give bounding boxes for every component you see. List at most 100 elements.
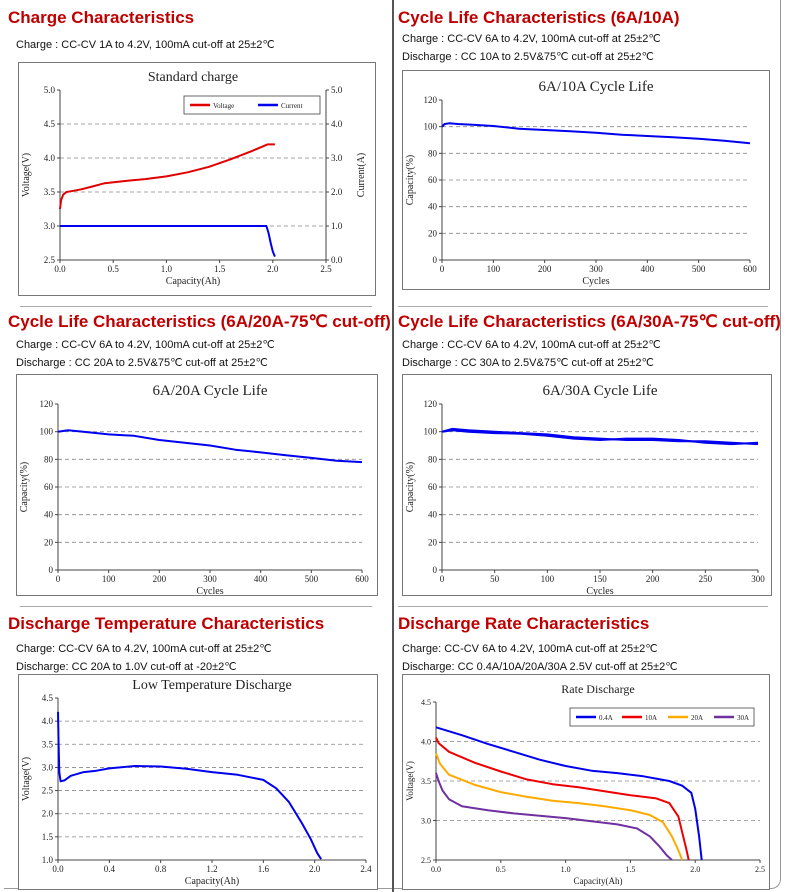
y-tick-label: 3.0 — [421, 817, 431, 826]
y-tick-label: 3.5 — [42, 739, 54, 749]
y-tick-label: 20 — [44, 537, 54, 547]
x-tick-label: 1.0 — [561, 865, 571, 874]
section-condition-line: Charge : CC-CV 6A to 4.2V, 100mA cut-off… — [16, 339, 275, 351]
y-axis-label: Capacity(%) — [19, 462, 30, 513]
section-condition-line: Discharge: CC 0.4A/10A/20A/30A 2.5V cut-… — [402, 661, 678, 673]
y-tick-label: 100 — [424, 427, 438, 437]
x-tick-label: 200 — [153, 574, 167, 584]
y-tick-label: 60 — [44, 482, 54, 492]
section-title-rate: Discharge Rate Characteristics — [398, 614, 650, 633]
x-tick-label: 0.5 — [108, 264, 120, 274]
y-tick-label: 5.0 — [44, 85, 56, 95]
x-tick-label: 1.5 — [625, 865, 635, 874]
y-tick-label: 2.0 — [42, 809, 54, 819]
x-tick-label: 1.5 — [214, 264, 226, 274]
chart-title: 6A/10A Cycle Life — [539, 79, 654, 95]
x-axis-label: Capacity(Ah) — [574, 876, 623, 886]
x-tick-label: 250 — [699, 574, 713, 584]
x-tick-label: 0.5 — [496, 865, 506, 874]
x-tick-label: 0 — [440, 574, 445, 584]
y-tick-label: 2.5 — [421, 856, 431, 865]
y-tick-label: 40 — [44, 510, 54, 520]
y-tick-label: 3.0 — [42, 762, 54, 772]
y-tick-label: 120 — [40, 399, 54, 409]
section-condition-line: Charge : CC-CV 6A to 4.2V, 100mA cut-off… — [402, 339, 661, 351]
x-tick-label: 100 — [487, 264, 501, 274]
chart-border — [16, 374, 378, 596]
x-tick-label: 1.2 — [206, 864, 217, 874]
x-tick-label: 1.6 — [258, 864, 270, 874]
y-tick-label: 4.0 — [44, 153, 56, 163]
x-tick-label: 2.5 — [755, 865, 765, 874]
y-axis-label: Capacity(%) — [405, 462, 416, 513]
x-tick-label: 300 — [589, 264, 603, 274]
x-tick-label: 1.0 — [161, 264, 173, 274]
x-tick-label: 0 — [56, 574, 61, 584]
y-tick-label: 1.5 — [42, 832, 54, 842]
section-condition-line: Discharge : CC 30A to 2.5V&75℃ cut-off a… — [402, 357, 654, 369]
cycle-life-20a-chart: 6A/20A Cycle Life 0 20 40 60 80 100 120 0 100 200 3… — [16, 374, 378, 596]
y-tick-label: 60 — [428, 175, 438, 185]
y-tick-label: 80 — [44, 454, 54, 464]
x-tick-label: 0 — [440, 264, 445, 274]
x-tick-label: 300 — [203, 574, 217, 584]
y2-tick-label: 0.0 — [331, 255, 343, 265]
series-line-3 — [435, 752, 684, 861]
section-divider — [20, 606, 372, 607]
series-line-1 — [435, 726, 703, 861]
x-tick-label: 200 — [646, 574, 660, 584]
x-tick-label: 0.0 — [52, 864, 64, 874]
y-tick-label: 0 — [433, 255, 438, 265]
section-condition-line: Charge: CC-CV 6A to 4.2V, 100mA cut-off … — [402, 643, 658, 655]
legend-label: Current — [281, 102, 302, 110]
series-line-1 — [57, 711, 322, 860]
y-tick-label: 3.5 — [44, 187, 56, 197]
chart-border — [18, 674, 378, 890]
y-tick-label: 1.0 — [42, 855, 54, 865]
y2-axis-label: Current(A) — [356, 153, 367, 197]
y-tick-label: 20 — [428, 228, 438, 238]
y-tick-label: 4.0 — [421, 738, 431, 747]
section-divider — [398, 606, 768, 607]
section-condition-line: Charge: CC-CV 6A to 4.2V, 100mA cut-off … — [16, 643, 272, 655]
y-tick-label: 100 — [424, 122, 438, 132]
x-tick-label: 500 — [692, 264, 706, 274]
x-tick-label: 200 — [538, 264, 552, 274]
x-tick-label: 2.5 — [320, 264, 332, 274]
section-title-temperature: Discharge Temperature Characteristics — [8, 614, 325, 633]
cycle-life-10a-chart: 6A/10A Cycle Life 0 20 40 60 80 100 120 0 100 200 3… — [402, 70, 770, 290]
y-tick-label: 80 — [428, 148, 438, 158]
rate-discharge-chart: Rate Discharge 2.5 3.0 3.5 4.0 4.5 0.0 0.5 1.0 1.… — [402, 674, 770, 890]
x-tick-label: 2.4 — [360, 864, 372, 874]
y2-tick-label: 1.0 — [331, 221, 343, 231]
chart-title: Standard charge — [148, 70, 238, 85]
y-tick-label: 2.5 — [42, 786, 54, 796]
y-tick-label: 40 — [428, 510, 438, 520]
x-axis-label: Capacity(Ah) — [185, 876, 239, 887]
section-condition-line: Charge : CC-CV 1A to 4.2V, 100mA cut-off… — [16, 39, 275, 51]
chart-title: Low Temperature Discharge — [132, 678, 291, 693]
section-title-cycle-20a: Cycle Life Characteristics (6A/20A-75℃ c… — [8, 312, 391, 331]
x-tick-label: 100 — [541, 574, 555, 584]
x-tick-label: 50 — [490, 574, 500, 584]
y-tick-label: 3.0 — [44, 221, 56, 231]
series-line-4 — [435, 772, 673, 861]
y2-tick-label: 3.0 — [331, 153, 343, 163]
y-tick-label: 3.5 — [421, 777, 431, 786]
legend-box — [183, 95, 321, 115]
low-temperature-discharge-chart: Low Temperature Discharge 1.0 1.5 2.0 2.5 3.0… — [18, 674, 378, 890]
x-tick-label: 500 — [305, 574, 319, 584]
y-tick-label: 0 — [433, 565, 438, 575]
x-tick-label: 100 — [102, 574, 116, 584]
section-title-cycle-10a: Cycle Life Characteristics (6A/10A) — [398, 8, 680, 27]
y-tick-label: 2.5 — [44, 255, 56, 265]
x-tick-label: 2.0 — [690, 865, 700, 874]
x-tick-label: 2.0 — [309, 864, 321, 874]
x-tick-label: 0.0 — [54, 264, 66, 274]
column-divider — [392, 0, 394, 892]
series-line-1 — [59, 143, 275, 210]
y-tick-label: 100 — [40, 427, 54, 437]
x-tick-label: 0.4 — [104, 864, 116, 874]
section-condition-line: Charge : CC-CV 6A to 4.2V, 100mA cut-off… — [402, 33, 661, 45]
y2-tick-label: 5.0 — [331, 85, 343, 95]
